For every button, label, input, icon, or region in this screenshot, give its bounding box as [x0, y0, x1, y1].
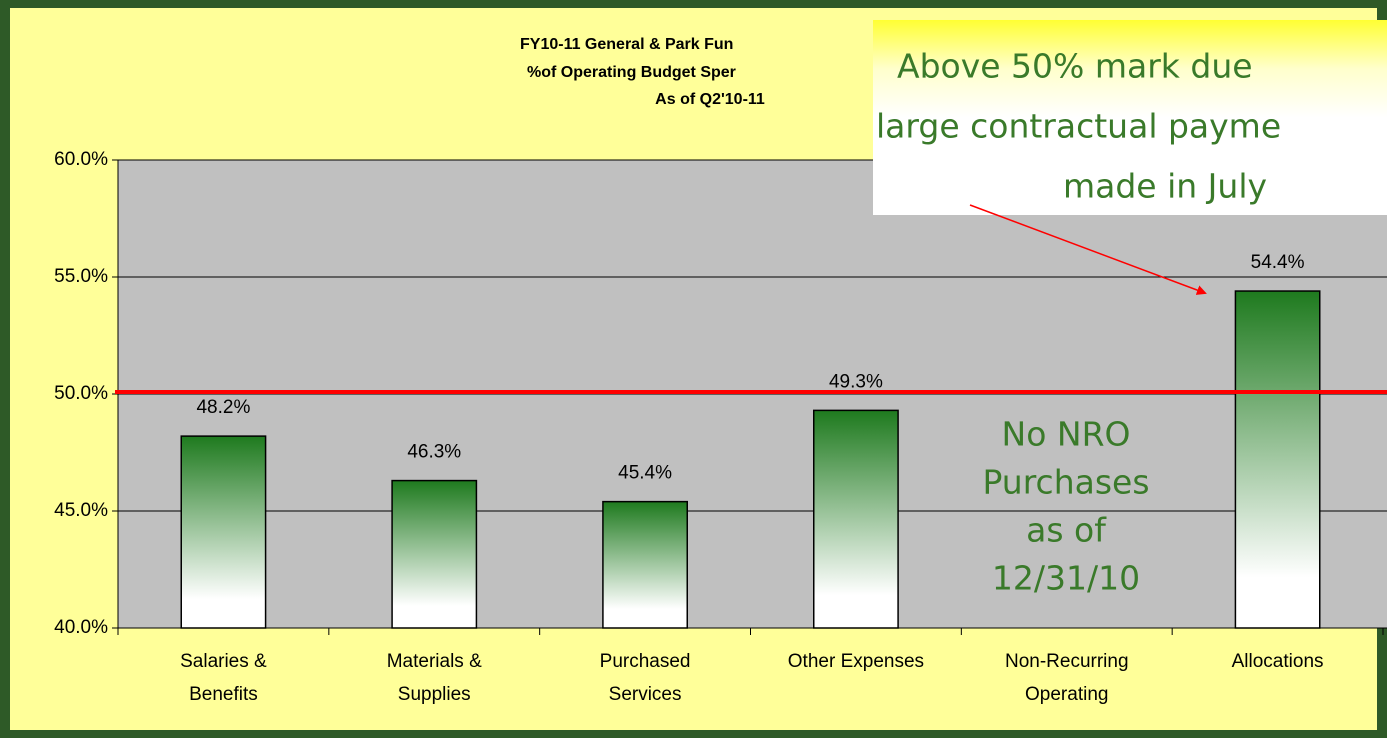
callout-text: large contractual payme [876, 107, 1281, 146]
x-tick-label: Purchased [600, 651, 691, 672]
annotation: 12/31/10 [992, 559, 1140, 598]
x-tick-label: Other Expenses [788, 651, 924, 672]
y-tick-label: 45.0% [54, 500, 108, 521]
chart-title: As of Q2'10-11 [655, 91, 765, 108]
value-label: 54.4% [1251, 252, 1305, 273]
x-tick-label: Materials & [387, 651, 482, 672]
y-tick-label: 40.0% [54, 617, 108, 638]
annotation: as of [1026, 511, 1107, 550]
annotation: No NRO [1002, 415, 1131, 454]
x-tick-label: Supplies [398, 684, 471, 705]
callout-text: Above 50% mark due [897, 47, 1253, 86]
callout-arrow [969, 204, 1207, 295]
y-tick-label: 55.0% [54, 266, 108, 287]
bar [391, 479, 478, 629]
annotation: Purchases [982, 463, 1149, 502]
chart-title: FY10-11 General & Park Fun [520, 36, 733, 53]
x-tick-label: Allocations [1232, 651, 1324, 672]
bar [602, 500, 689, 629]
y-tick-label: 60.0% [54, 149, 108, 170]
value-label: 49.3% [829, 371, 883, 392]
y-tick-label: 50.0% [54, 383, 108, 404]
value-label: 46.3% [407, 442, 461, 463]
x-tick-label: Salaries & [180, 651, 267, 672]
bar [813, 409, 899, 629]
x-tick-label: Operating [1025, 684, 1108, 705]
callout-text: made in July [1063, 167, 1267, 206]
x-tick-label: Non-Recurring [1005, 651, 1129, 672]
bar [180, 435, 267, 629]
value-label: 48.2% [196, 397, 250, 418]
x-tick-label: Benefits [189, 684, 258, 705]
callout-box [873, 20, 1387, 215]
bar [1234, 290, 1321, 629]
x-tick-label: Services [609, 684, 682, 705]
chart-title: %of Operating Budget Sper [527, 64, 736, 81]
value-label: 45.4% [618, 463, 672, 484]
